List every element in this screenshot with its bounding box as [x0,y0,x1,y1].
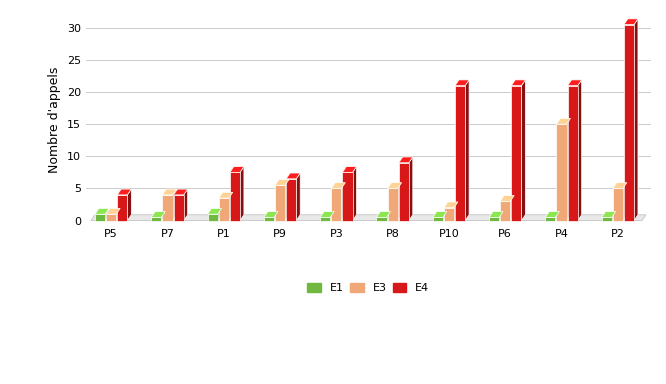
Y-axis label: Nombre d'appels: Nombre d'appels [49,66,61,172]
Polygon shape [208,214,218,220]
Polygon shape [398,183,402,220]
Polygon shape [510,195,514,220]
Polygon shape [433,212,447,217]
Polygon shape [455,86,465,220]
Polygon shape [106,214,117,220]
Polygon shape [95,209,109,214]
Polygon shape [555,212,559,220]
Polygon shape [264,212,278,217]
Polygon shape [376,212,390,217]
Polygon shape [275,179,289,185]
Polygon shape [567,80,581,86]
Polygon shape [623,183,627,220]
Polygon shape [151,212,165,217]
Polygon shape [163,195,172,220]
Polygon shape [163,189,176,195]
Polygon shape [106,209,120,214]
Polygon shape [117,195,127,220]
Polygon shape [634,19,638,220]
Polygon shape [208,209,222,214]
Polygon shape [105,209,109,220]
Polygon shape [567,118,571,220]
Polygon shape [320,212,334,217]
Polygon shape [443,212,447,220]
Polygon shape [117,189,131,195]
Polygon shape [230,172,240,220]
Polygon shape [296,173,300,220]
Polygon shape [444,208,454,220]
Polygon shape [545,212,559,217]
Polygon shape [409,157,413,220]
Polygon shape [218,198,229,220]
Polygon shape [388,183,402,189]
Polygon shape [161,212,165,220]
Polygon shape [95,214,105,220]
Polygon shape [174,195,184,220]
Polygon shape [342,172,352,220]
Polygon shape [275,185,285,220]
Polygon shape [388,189,398,220]
Polygon shape [489,212,503,217]
Polygon shape [444,202,458,208]
Polygon shape [151,217,161,220]
Polygon shape [127,189,131,220]
Polygon shape [352,167,356,220]
Polygon shape [545,217,555,220]
Polygon shape [556,118,571,124]
Polygon shape [500,201,510,220]
Polygon shape [624,19,638,25]
Polygon shape [264,217,274,220]
Polygon shape [455,80,469,86]
Polygon shape [172,189,176,220]
Polygon shape [465,80,469,220]
Polygon shape [218,192,232,198]
Polygon shape [286,179,296,220]
Polygon shape [556,124,567,220]
Polygon shape [500,195,514,201]
Polygon shape [521,80,525,220]
Polygon shape [399,163,409,220]
Polygon shape [184,189,188,220]
Polygon shape [230,167,244,172]
Polygon shape [342,183,346,220]
Polygon shape [286,173,300,179]
Polygon shape [454,202,458,220]
Polygon shape [117,209,120,220]
Polygon shape [433,217,443,220]
Polygon shape [91,215,646,220]
Polygon shape [386,212,390,220]
Polygon shape [229,192,232,220]
Polygon shape [601,212,615,217]
Polygon shape [174,189,188,195]
Polygon shape [399,157,413,163]
Polygon shape [240,167,244,220]
Polygon shape [331,189,342,220]
Polygon shape [285,179,289,220]
Polygon shape [320,217,330,220]
Polygon shape [567,86,577,220]
Legend: E1, E3, E4: E1, E3, E4 [303,278,434,298]
Polygon shape [499,212,503,220]
Polygon shape [511,80,525,86]
Polygon shape [330,212,334,220]
Polygon shape [274,212,278,220]
Polygon shape [331,183,346,189]
Polygon shape [613,189,623,220]
Polygon shape [342,167,356,172]
Polygon shape [489,217,499,220]
Polygon shape [601,217,611,220]
Polygon shape [613,183,627,189]
Polygon shape [577,80,581,220]
Polygon shape [376,217,386,220]
Polygon shape [624,25,634,220]
Polygon shape [611,212,615,220]
Polygon shape [218,209,222,220]
Polygon shape [511,86,521,220]
